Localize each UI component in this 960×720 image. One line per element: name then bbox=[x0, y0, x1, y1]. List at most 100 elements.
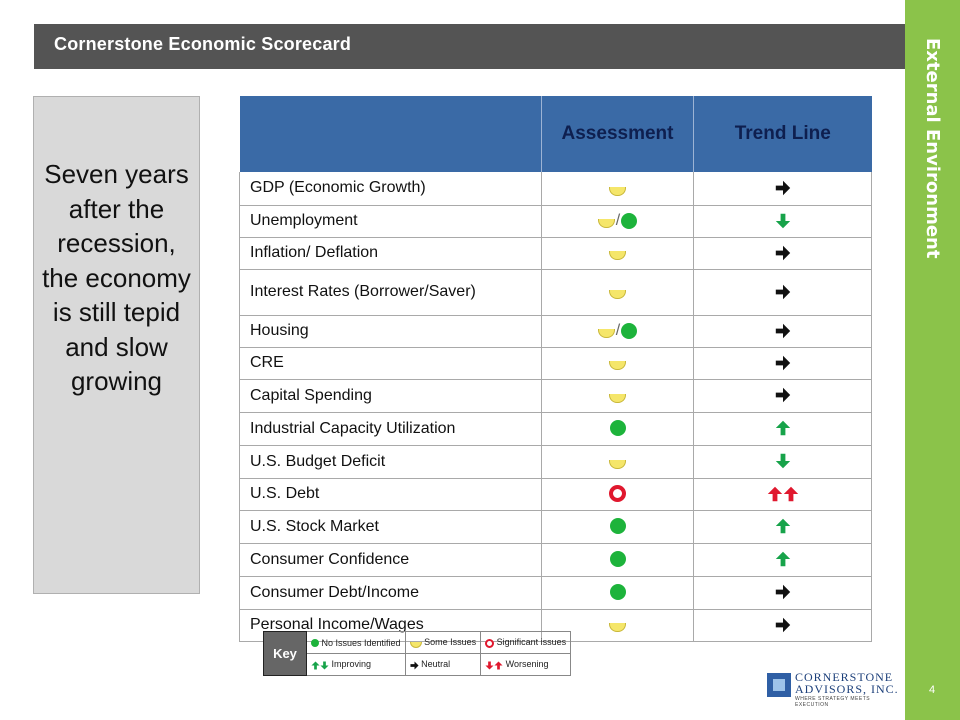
trend-cell bbox=[693, 445, 872, 479]
trend-column-header: Trend Line bbox=[693, 96, 872, 172]
yellow-half-icon bbox=[609, 393, 626, 403]
key-improving: Improving bbox=[306, 653, 406, 676]
assessment-cell bbox=[541, 576, 694, 610]
key-significant-issues-label: Significant issues bbox=[496, 637, 567, 648]
trend-cell bbox=[693, 478, 872, 511]
trend-cell bbox=[693, 543, 872, 577]
right-arrow-icon bbox=[775, 180, 791, 196]
yellow-half-icon bbox=[409, 641, 422, 648]
green-dot-icon bbox=[609, 584, 626, 601]
company-logo: CORNERSTONE ADVISORS, INC. WHERE STRATEG… bbox=[767, 670, 899, 708]
table-row: Interest Rates (Borrower/Saver) bbox=[239, 269, 872, 316]
green-dot-icon bbox=[621, 322, 638, 339]
table-row: U.S. Budget Deficit bbox=[239, 445, 872, 479]
assessment-cell bbox=[541, 269, 694, 316]
up-arrow-icon bbox=[775, 420, 791, 436]
down-arrow-icon bbox=[775, 453, 791, 469]
logo-mark-icon bbox=[767, 673, 791, 697]
assessment-column-header-text: Assessment bbox=[561, 123, 674, 144]
table-header-row: Assessment Trend Line bbox=[239, 96, 872, 172]
trend-cell bbox=[693, 347, 872, 380]
assessment-cell: / bbox=[541, 315, 694, 348]
trend-cell bbox=[693, 205, 872, 238]
indicator-cell: Consumer Confidence bbox=[239, 543, 542, 577]
indicator-cell: U.S. Debt bbox=[239, 478, 542, 511]
right-arrow-icon bbox=[775, 617, 791, 633]
table-row: Personal Income/Wages bbox=[239, 609, 872, 642]
green-dot-icon bbox=[621, 212, 638, 229]
summary-box: Seven years after the recession, the eco… bbox=[33, 96, 200, 594]
yellow-half-icon bbox=[597, 329, 615, 339]
red-ring-icon bbox=[485, 638, 495, 648]
section-label: External Environment bbox=[905, 0, 960, 300]
yellow-half-icon bbox=[609, 623, 626, 633]
up-arrow-icon bbox=[311, 661, 320, 670]
table-row: Unemployment / bbox=[239, 205, 872, 238]
table-row: Housing / bbox=[239, 315, 872, 348]
right-arrow-icon bbox=[775, 323, 791, 339]
table-row: Consumer Confidence bbox=[239, 543, 872, 577]
green-dot-icon bbox=[609, 551, 626, 568]
indicator-cell: Industrial Capacity Utilization bbox=[239, 412, 542, 446]
key-some-issues-label: Some Issues bbox=[424, 637, 477, 648]
yellow-half-icon bbox=[609, 361, 626, 371]
down-red-arrow-icon bbox=[485, 661, 494, 670]
key-improving-label: Improving bbox=[331, 659, 372, 670]
trend-cell bbox=[693, 269, 872, 316]
trend-cell bbox=[693, 379, 872, 413]
yellow-half-icon bbox=[609, 290, 626, 300]
assessment-cell bbox=[541, 478, 694, 511]
yellow-half-icon bbox=[609, 459, 626, 469]
legend-key: Key No Issues Identified Some Issues Sig… bbox=[263, 631, 572, 676]
right-arrow-icon bbox=[410, 661, 419, 670]
logo-tagline: WHERE STRATEGY MEETS EXECUTION bbox=[795, 696, 871, 708]
trend-cell bbox=[693, 172, 872, 206]
indicator-cell: Unemployment bbox=[239, 205, 542, 238]
page-number: 4 bbox=[929, 684, 936, 696]
trend-cell bbox=[693, 609, 872, 642]
logo-line2: ADVISORS, INC. bbox=[795, 682, 899, 696]
up-arrow-icon bbox=[775, 518, 791, 534]
logo-line1: CORNERSTONE bbox=[795, 670, 894, 684]
separator: / bbox=[615, 321, 621, 339]
indicator-cell: Inflation/ Deflation bbox=[239, 237, 542, 270]
indicator-cell: U.S. Stock Market bbox=[239, 510, 542, 544]
up-red-arrow-icon bbox=[494, 661, 503, 670]
header-bar: Cornerstone Economic Scorecard bbox=[34, 24, 905, 69]
yellow-half-icon bbox=[609, 251, 626, 261]
key-neutral-label: Neutral bbox=[421, 659, 451, 670]
up-red-arrow-icon bbox=[783, 486, 799, 502]
assessment-cell bbox=[541, 347, 694, 380]
section-label-text: External Environment bbox=[922, 38, 943, 259]
red-ring-icon bbox=[609, 485, 626, 503]
indicator-cell: Capital Spending bbox=[239, 379, 542, 413]
down-arrow-icon bbox=[775, 213, 791, 229]
side-band: External Environment bbox=[905, 0, 960, 720]
right-arrow-icon bbox=[775, 245, 791, 261]
summary-text: Seven years after the recession, the eco… bbox=[42, 159, 191, 396]
green-dot-icon bbox=[609, 420, 626, 437]
table-row: CRE bbox=[239, 347, 872, 380]
key-significant-issues: Significant issues bbox=[480, 631, 572, 654]
right-arrow-icon bbox=[775, 387, 791, 403]
right-arrow-icon bbox=[775, 584, 791, 600]
indicator-cell: CRE bbox=[239, 347, 542, 380]
assessment-cell bbox=[541, 237, 694, 270]
key-no-issues-label: No Issues Identified bbox=[321, 637, 401, 648]
trend-cell bbox=[693, 576, 872, 610]
yellow-half-icon bbox=[597, 219, 615, 229]
assessment-cell bbox=[541, 445, 694, 479]
key-label: Key bbox=[263, 631, 307, 676]
yellow-half-icon bbox=[609, 186, 626, 196]
table-row: Industrial Capacity Utilization bbox=[239, 412, 872, 446]
up-red-arrow-icon bbox=[767, 486, 783, 502]
assessment-cell bbox=[541, 543, 694, 577]
key-worsening: Worsening bbox=[480, 653, 572, 676]
trend-cell bbox=[693, 237, 872, 270]
assessment-column-header: Assessment bbox=[541, 96, 694, 172]
key-some-issues: Some Issues bbox=[404, 631, 482, 654]
key-no-issues: No Issues Identified bbox=[306, 631, 406, 654]
trend-cell bbox=[693, 315, 872, 348]
right-arrow-icon bbox=[775, 355, 791, 371]
key-worsening-label: Worsening bbox=[505, 659, 549, 670]
